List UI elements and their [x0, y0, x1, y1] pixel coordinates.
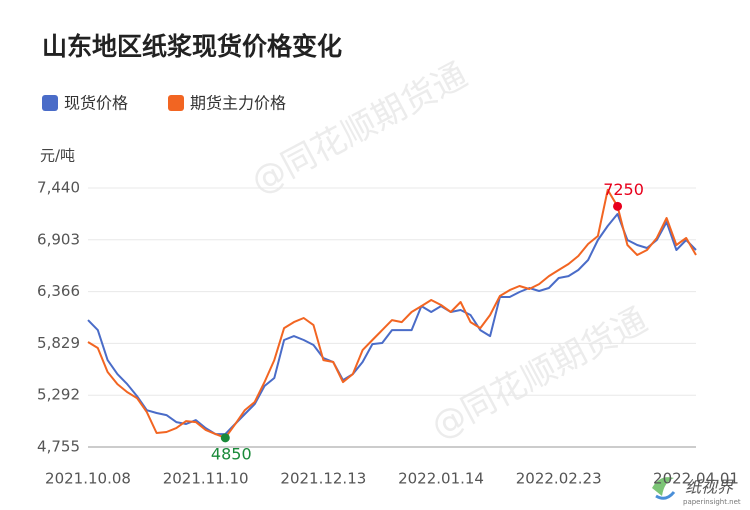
y-tick-label: 7,440 [37, 179, 80, 197]
y-tick-label: 6,903 [37, 230, 80, 248]
x-tick-label: 2022.04.01 [653, 470, 739, 488]
point-marker [220, 433, 230, 443]
legend-label: 期货主力价格 [190, 94, 286, 113]
y-tick-label: 6,366 [37, 282, 80, 300]
series-line [87, 213, 697, 436]
legend-swatch [168, 95, 184, 111]
x-tick-label: 2022.02.23 [516, 470, 602, 488]
point-marker [613, 201, 623, 211]
legend-label: 现货价格 [64, 94, 128, 113]
point-label: 7250 [603, 180, 644, 199]
logo-icon [652, 477, 674, 496]
logo-site: paperinsight.net [683, 498, 741, 506]
series-line [87, 188, 697, 439]
x-tick-label: 2022.01.14 [398, 470, 484, 488]
chart-title: 山东地区纸浆现货价格变化 [42, 32, 342, 61]
watermark: @同花顺期货通 [425, 300, 654, 447]
legend-swatch [42, 95, 58, 111]
x-tick-label: 2021.12.13 [280, 470, 366, 488]
x-tick-label: 2021.11.10 [163, 470, 249, 488]
logo-icon [655, 491, 676, 500]
point-label: 4850 [211, 444, 252, 463]
y-tick-label: 5,292 [37, 386, 80, 404]
watermark: @同花顺期货通 [245, 55, 474, 202]
y-tick-label: 5,829 [37, 334, 80, 352]
x-tick-label: 2021.10.08 [45, 470, 131, 488]
y-unit: 元/吨 [40, 147, 75, 165]
logo: 纸视界 paperinsight.net [652, 477, 741, 506]
logo-name: 纸视界 [685, 478, 734, 497]
y-tick-label: 4,755 [37, 438, 80, 456]
